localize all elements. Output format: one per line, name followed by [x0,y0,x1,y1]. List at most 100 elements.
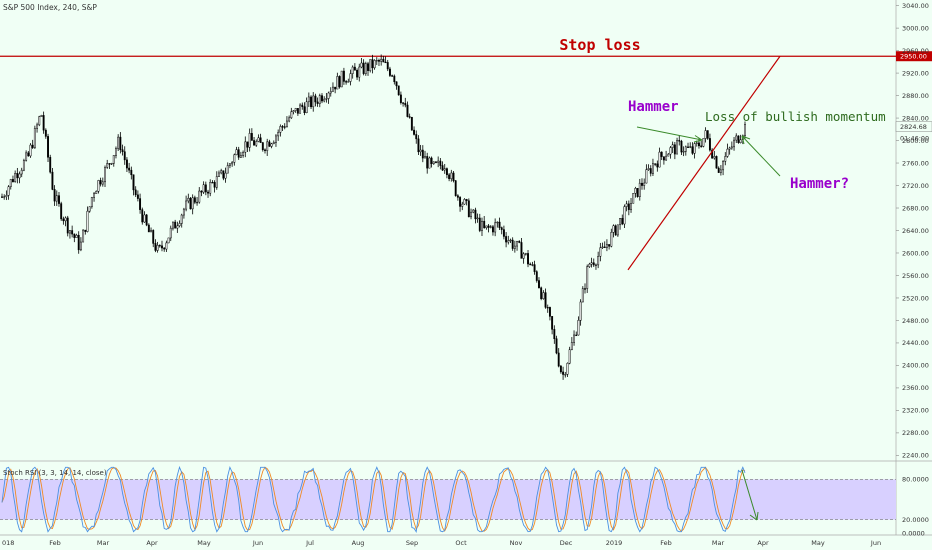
price-tick-label: 2760.00 [902,159,929,167]
candle-body [489,226,492,228]
candle-body [275,135,277,143]
candle-body [733,139,735,148]
candle-body [375,60,378,62]
candle-body [9,179,12,187]
candle-body [638,182,641,197]
candle-body [191,197,194,210]
candle-body [595,264,597,266]
candle-body [136,194,139,199]
candle-body [266,141,269,151]
candle-body [393,75,396,83]
candle-body [647,168,650,170]
candle-body [730,146,733,149]
candle-body [147,224,150,233]
candle-body [158,245,161,247]
candle-body [62,218,65,222]
candle-body [384,61,387,64]
candle-body [218,172,220,177]
candle-body [180,214,183,224]
candle-body [189,197,192,210]
candle-body [253,140,256,146]
candle-body [676,140,679,155]
candle-body [329,91,332,94]
candle-body [169,227,172,239]
candle-body [630,203,632,210]
rsi-tick-label: 0.0000 [902,529,925,537]
candle-body [426,156,429,169]
candle-body [487,225,490,228]
candle-body [196,201,199,204]
candle-body [651,163,654,174]
candle-body [649,168,652,174]
candle-body [334,86,337,90]
candle-body [513,245,516,249]
time-axis-label: Feb [49,539,61,547]
candle-body [77,234,80,251]
candle-body [288,117,291,122]
candle-body [599,247,602,257]
candle-body [154,243,157,251]
candle-body [612,225,615,233]
countdown-label: 01:46:00 [900,135,929,143]
candle-body [130,169,133,176]
candle-body [505,236,508,243]
candle-body [592,262,595,266]
candle-body [428,157,431,169]
candle-body [573,334,575,343]
candle-body [134,189,137,196]
candle-body [187,197,190,202]
price-tick-label: 3040.00 [902,2,929,10]
trendline [627,55,781,271]
candle-body [719,169,722,173]
candle-body [95,191,98,194]
candle-body [623,206,626,225]
candle-body [16,172,19,179]
candle-body [566,362,569,375]
candle-body [294,108,297,111]
candle-body [388,68,391,76]
candle-body [665,155,668,161]
candle-body [228,163,231,166]
stop-loss-label: Stop loss [559,36,640,54]
rsi-lines-group [1,465,759,533]
candle-body [261,142,264,151]
candle-body [693,143,696,154]
rsi-tick-label: 80.0000 [902,476,929,484]
candle-body [540,287,543,299]
candle-body [404,102,407,106]
candle-body [465,199,468,202]
trendline-group [627,55,781,271]
candle-body [150,230,152,233]
candle-body [31,144,34,148]
candle-body [182,208,185,216]
time-axis-label: Apr [146,539,158,547]
candle-body [496,221,499,224]
rsi-d-line [1,466,746,533]
candle-body [559,365,562,373]
candle-body [257,137,260,142]
candle-body [619,218,622,226]
candle-body [29,144,32,157]
candle-body [22,160,25,171]
candle-body [435,161,437,163]
candle-body [27,152,30,157]
candle-body [143,214,146,223]
candle-body [235,149,238,156]
candle-body [502,229,505,237]
candle-body [717,167,720,173]
candle-body [71,230,74,235]
candle-body [408,116,411,118]
price-tick-label: 2280.00 [902,429,929,437]
candle-body [430,157,433,164]
candle-body [641,182,643,186]
candle-body [156,245,159,251]
candle-body [555,338,558,354]
time-axis-label: Jul [305,539,314,547]
candle-body [476,217,479,220]
candle-body [75,234,78,238]
price-tick-label: 2360.00 [902,384,929,392]
candle-body [211,182,214,184]
candle-body [632,193,635,204]
